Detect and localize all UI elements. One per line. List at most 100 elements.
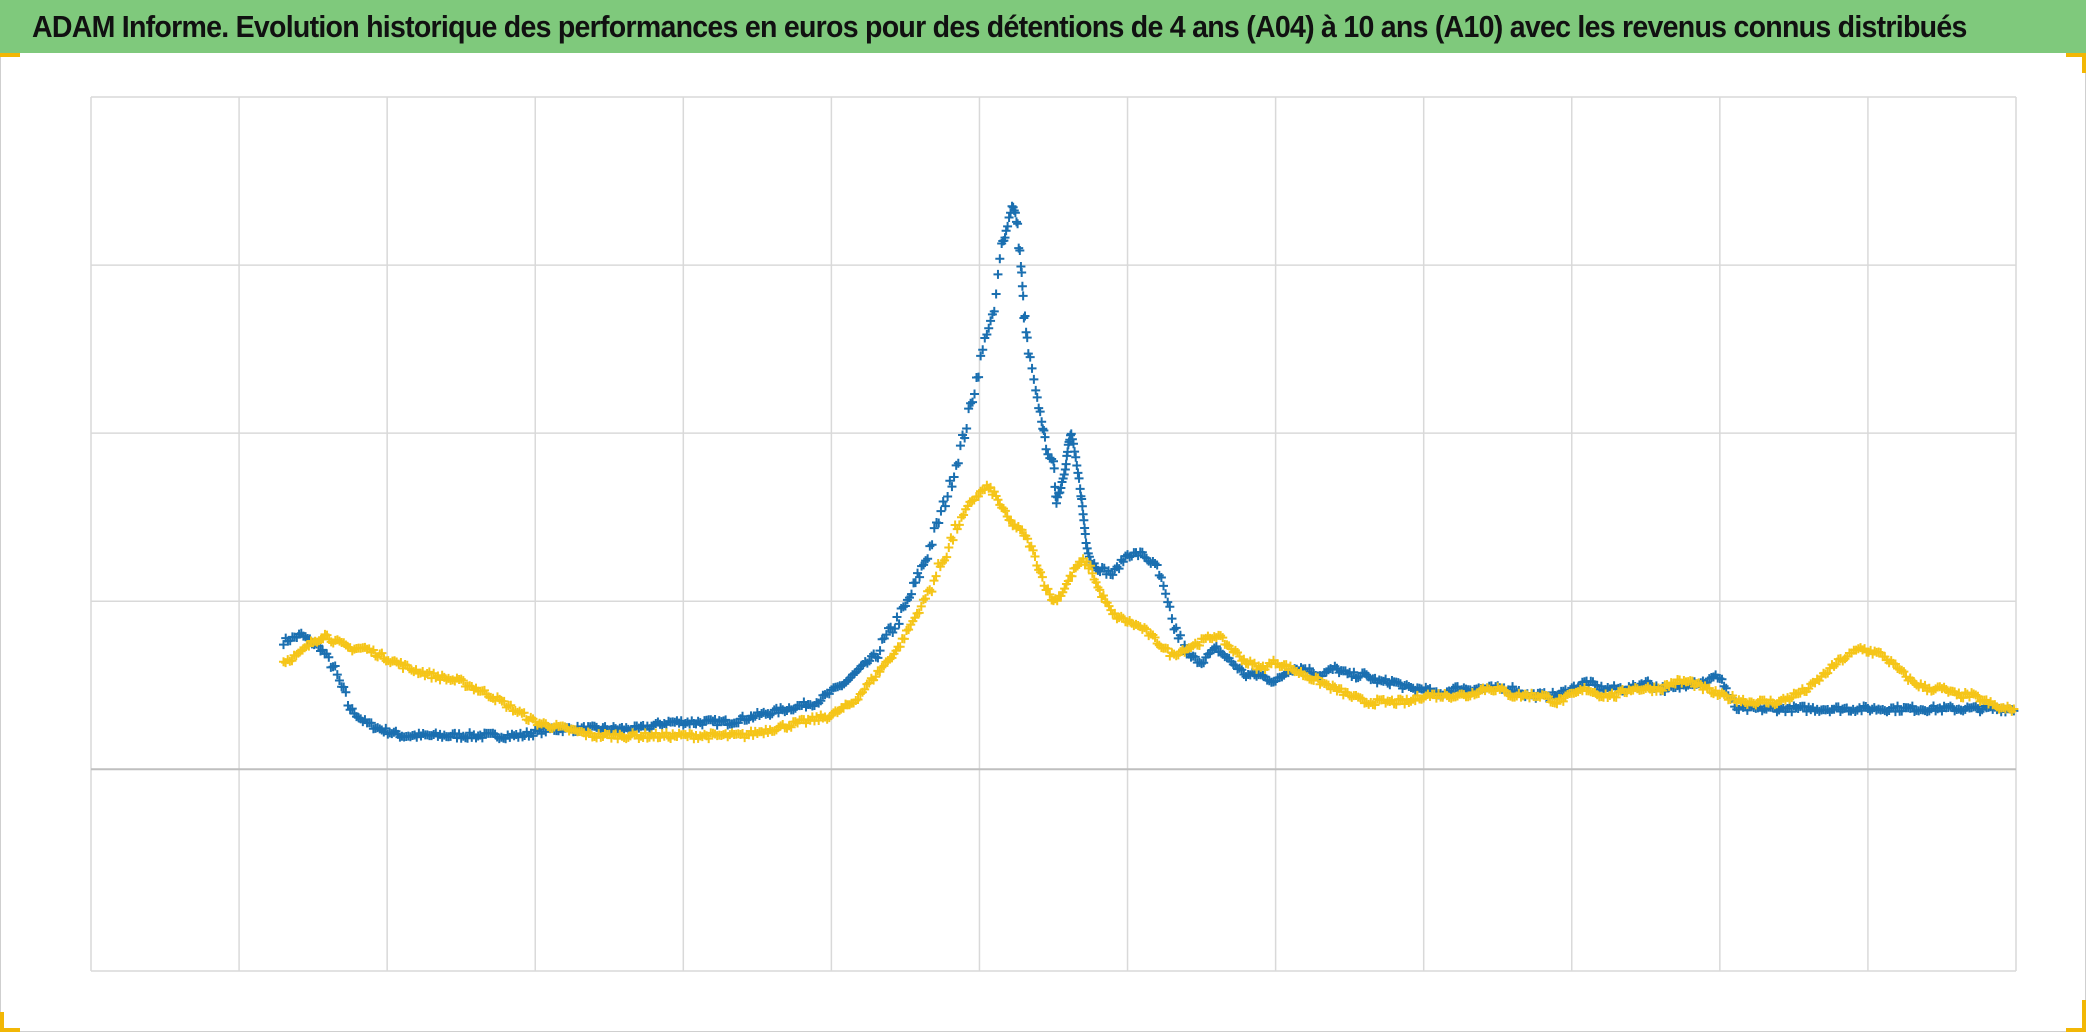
data-point [1087,568,1097,578]
data-point [1199,658,1209,668]
data-point [1098,590,1108,600]
data-point [1658,686,1668,696]
corner-mark-bottom-left-h [0,1028,20,1032]
data-point [892,612,902,622]
data-point [1313,673,1323,683]
data-point [1544,692,1553,702]
data-point [881,630,891,640]
data-point [989,306,999,316]
data-point [1045,589,1055,599]
data-point [959,510,969,520]
data-point [1039,425,1049,435]
data-point [1353,673,1363,683]
data-point [1025,352,1035,362]
data-point [1108,570,1118,580]
data-point [1041,444,1051,454]
data-point [978,345,988,355]
data-point [1893,701,1903,711]
data-point [974,372,984,382]
data-point [1049,463,1059,473]
data-point [506,700,516,710]
data-point [816,696,826,706]
data-point [914,608,924,618]
data-point [1071,563,1081,573]
data-point [1082,543,1092,553]
data-point [1056,483,1066,493]
data-point [1031,385,1041,395]
data-point [710,714,720,724]
data-point [943,492,953,502]
data-point [1038,424,1048,434]
data-point [1558,696,1568,706]
data-point [1114,564,1124,574]
data-point [1194,641,1204,651]
data-point [360,642,370,652]
data-point [1719,681,1729,691]
data-point [906,589,916,599]
data-point [456,674,466,684]
data-point [1030,552,1040,562]
data-point [966,398,976,408]
data-point [1052,596,1062,606]
data-point [1137,547,1147,557]
data-point [960,433,970,443]
data-point [1060,584,1070,594]
data-point [1211,641,1221,651]
data-point [1175,630,1185,640]
data-point [1072,460,1082,470]
data-point [1169,624,1179,634]
data-point [424,667,434,677]
data-point [287,656,297,666]
data-point [1036,567,1046,577]
data-point [1897,665,1907,675]
data-point [962,423,972,433]
data-point [936,506,946,516]
data-point [334,676,344,686]
data-point [1081,538,1091,548]
data-point [1037,572,1047,582]
data-point [1032,560,1042,570]
data-point [1696,680,1706,690]
data-point [704,734,714,744]
chart-title: ADAM Informe. Evolution historique des p… [32,8,1967,44]
data-point [1163,644,1173,654]
data-point [1721,683,1731,693]
data-point [1086,561,1096,571]
data-point [1163,597,1173,607]
data-point [1118,557,1128,567]
data-point [1066,429,1076,439]
data-point [341,687,351,697]
data-point [1508,682,1518,692]
data-point [2009,704,2019,714]
corner-mark-top-left [0,53,20,57]
data-point [1110,608,1120,618]
data-point [1071,452,1081,462]
data-point [871,672,881,682]
data-point [330,661,340,671]
data-point [1717,674,1727,684]
data-point [1011,217,1021,227]
data-point [942,552,952,562]
data-point [1281,660,1291,670]
data-point [1704,683,1714,693]
data-point [1027,363,1037,373]
data-point [989,487,999,497]
data-point [1171,623,1181,633]
data-point [1190,652,1200,662]
corner-mark-bottom-right-h [2066,1028,2086,1032]
data-point [850,668,860,678]
corner-mark-top-right-h [2066,53,2086,57]
data-point [1222,640,1232,650]
data-point [519,708,529,718]
chart-title-bar: ADAM Informe. Evolution historique des p… [0,0,2086,53]
data-point [1058,474,1068,484]
data-point [911,578,921,588]
data-point [940,501,950,511]
data-point [1709,672,1718,682]
data-point [953,458,963,468]
data-point [991,289,1001,299]
data-point [993,495,1003,505]
data-point [875,646,885,656]
data-point [900,601,910,611]
data-point [918,595,928,605]
